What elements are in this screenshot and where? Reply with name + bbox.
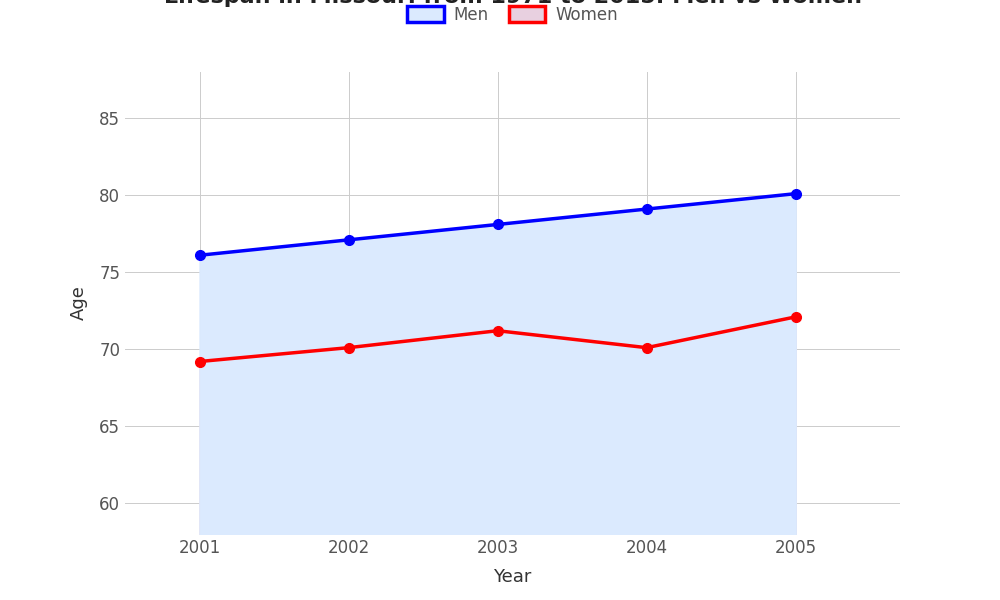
Title: Lifespan in Missouri from 1971 to 2015: Men vs Women: Lifespan in Missouri from 1971 to 2015: … [164, 0, 862, 7]
Y-axis label: Age: Age [70, 286, 88, 320]
X-axis label: Year: Year [493, 568, 532, 586]
Legend: Men, Women: Men, Women [400, 0, 625, 31]
